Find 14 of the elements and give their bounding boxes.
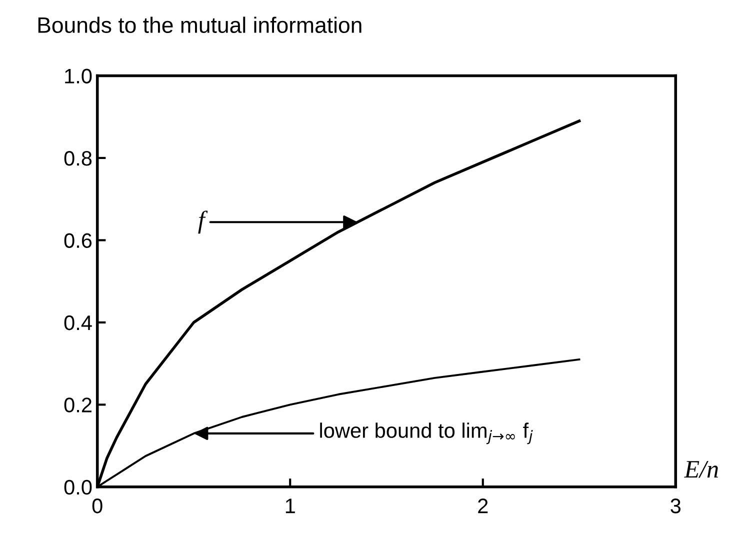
x-axis-title: E/n bbox=[684, 460, 718, 478]
x-tick-label: 0 bbox=[92, 498, 102, 514]
x-tick-label: 2 bbox=[478, 498, 488, 514]
annotation: lower bound to lim$_{j→∞}$ f$_{j}$ bbox=[320, 422, 533, 444]
y-tick-label: 0.8 bbox=[64, 150, 92, 166]
x-tick-label: 3 bbox=[670, 498, 681, 514]
y-tick-label: 0.6 bbox=[64, 233, 92, 248]
x-tick-label: 1 bbox=[286, 498, 295, 514]
chart-title: Bounds to the mutual information bbox=[38, 16, 362, 34]
y-tick-label: 0.4 bbox=[64, 315, 92, 330]
y-tick-label: 0.2 bbox=[64, 398, 92, 412]
annotation: f bbox=[198, 210, 208, 234]
y-tick-label: 1.0 bbox=[65, 68, 92, 84]
y-tick-label: 0.0 bbox=[64, 480, 92, 495]
